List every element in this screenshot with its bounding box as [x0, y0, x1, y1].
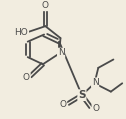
Text: O: O: [42, 1, 49, 10]
Text: HO: HO: [14, 28, 28, 37]
Text: N: N: [92, 78, 99, 87]
Text: O: O: [92, 104, 99, 113]
Text: O: O: [59, 100, 67, 109]
Text: S: S: [78, 90, 86, 100]
Text: O: O: [23, 73, 30, 82]
Text: N: N: [58, 48, 65, 57]
